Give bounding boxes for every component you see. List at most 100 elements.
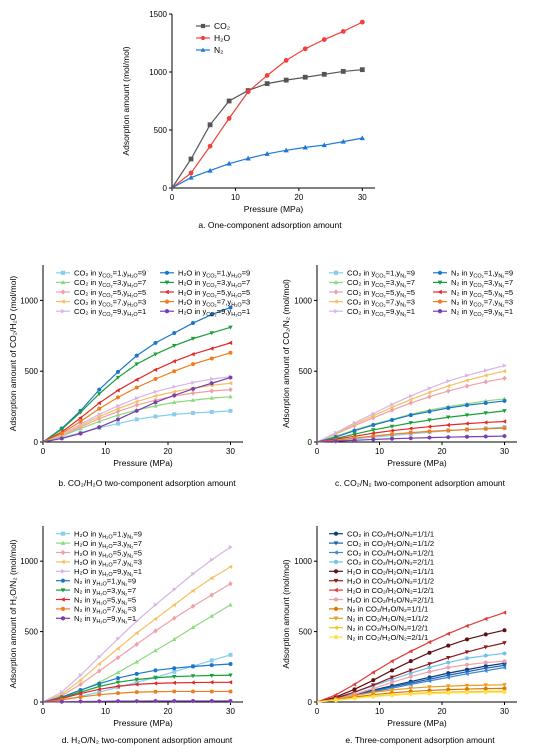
data-point — [352, 432, 357, 437]
data-point — [135, 395, 140, 401]
legend-label: H₂O in yH₂O=9,yN₂=1 — [74, 567, 142, 578]
data-point — [334, 430, 339, 435]
data-point — [389, 675, 395, 680]
data-point — [153, 340, 158, 345]
data-point — [153, 400, 158, 405]
legend-marker — [333, 578, 339, 584]
data-point — [352, 693, 357, 698]
x-tick-label: 20 — [438, 707, 447, 716]
data-point — [209, 388, 214, 394]
legend-label: H₂O in CO₂/H₂O/N₂=1/1/1 — [347, 567, 434, 576]
data-point — [302, 144, 308, 150]
legend-marker — [437, 299, 443, 304]
series-1 — [171, 19, 365, 189]
data-point — [209, 658, 214, 663]
data-point — [59, 699, 64, 704]
data-point — [188, 156, 194, 162]
data-point — [483, 434, 488, 439]
data-point — [390, 436, 394, 441]
legend-label: CO₂ — [214, 21, 230, 31]
data-point — [59, 427, 64, 432]
legend-marker — [60, 270, 66, 275]
x-tick-label: 10 — [231, 193, 240, 202]
legend-item: N₂ in CO₂/H₂O/N₂=1/1/1 — [329, 605, 428, 614]
data-point — [483, 632, 488, 637]
data-point — [465, 637, 469, 642]
data-point — [408, 692, 413, 697]
x-tick-label: 0 — [315, 707, 320, 716]
data-point — [359, 67, 365, 73]
data-point — [134, 402, 139, 408]
data-point — [446, 388, 451, 394]
legend-item: N₂ in yCO₂=3,yN₂=7 — [433, 278, 513, 289]
x-tick-label: 30 — [226, 447, 235, 456]
legend-label: CO₂ in yCO₂=1,yN₂=9 — [347, 269, 415, 280]
legend-label: H₂O in yCO₂=1,yH₂O=9 — [178, 269, 250, 280]
y-tick-label: 0 — [34, 698, 39, 707]
legend-marker — [333, 531, 339, 536]
legend-marker — [60, 531, 66, 536]
data-point — [171, 680, 176, 686]
legend-label: H₂O in yH₂O=3,yN₂=7 — [74, 539, 142, 550]
legend-label: N₂ in yH₂O=7,yN₂=3 — [74, 605, 136, 616]
data-point — [115, 680, 121, 685]
data-point — [190, 674, 196, 679]
legend-item: H₂O in yH₂O=3,yN₂=7 — [56, 539, 142, 550]
data-point — [78, 695, 83, 700]
legend-item: H₂O in yH₂O=1,yN₂=9 — [56, 530, 142, 540]
data-point — [172, 587, 177, 592]
data-point — [97, 412, 102, 417]
chart-c: 0 10 20 30 0 500 1000 Pressure (MPa) Adsorption … — [281, 265, 517, 488]
data-point — [228, 544, 233, 550]
legend-marker — [333, 587, 338, 593]
data-point — [191, 664, 195, 669]
series-line — [171, 21, 363, 189]
data-point — [359, 135, 365, 141]
data-point — [389, 424, 395, 429]
data-point — [427, 691, 432, 696]
data-point — [389, 407, 395, 413]
data-point — [115, 684, 120, 689]
data-point — [371, 678, 376, 683]
data-point — [228, 581, 233, 587]
legend-label: CO₂ in yCO₂=5,yN₂=5 — [347, 288, 415, 299]
data-point — [408, 670, 413, 676]
data-point — [171, 359, 176, 364]
data-point — [283, 77, 289, 83]
data-point — [352, 696, 357, 701]
x-tick-label: 10 — [375, 447, 384, 456]
data-point — [115, 406, 120, 411]
data-point — [502, 398, 507, 403]
legend-item: H₂O in CO₂/H₂O/N₂=1/1/1 — [329, 567, 434, 576]
legend-marker — [333, 569, 339, 574]
legend-marker — [437, 280, 443, 285]
data-point — [190, 336, 196, 341]
data-point — [409, 393, 414, 399]
legend-label: H₂O — [214, 33, 230, 43]
data-point — [370, 670, 375, 675]
legend-item: CO₂ in CO₂/H₂O/N₂=1/2/1 — [329, 548, 434, 557]
data-point — [264, 151, 270, 156]
data-point — [210, 376, 215, 382]
data-point — [228, 673, 233, 678]
data-point — [96, 687, 101, 692]
legend-marker — [333, 541, 339, 546]
legend-marker — [164, 270, 170, 275]
y-axis-label: Adsorption amount (mol/mol) — [281, 559, 291, 668]
data-point — [446, 673, 451, 678]
legend-item: N₂ in CO₂/H₂O/N₂=1/1/2 — [329, 614, 428, 623]
data-point — [427, 409, 432, 414]
y-tick-label: 1000 — [20, 296, 38, 305]
data-point — [228, 564, 233, 570]
data-point — [115, 375, 121, 380]
legend-marker — [60, 588, 66, 593]
data-point — [427, 669, 432, 674]
data-point — [228, 394, 233, 399]
data-point — [209, 331, 214, 336]
legend-marker — [60, 549, 66, 556]
data-point — [245, 155, 251, 161]
data-point — [502, 433, 507, 439]
data-point — [464, 670, 470, 675]
